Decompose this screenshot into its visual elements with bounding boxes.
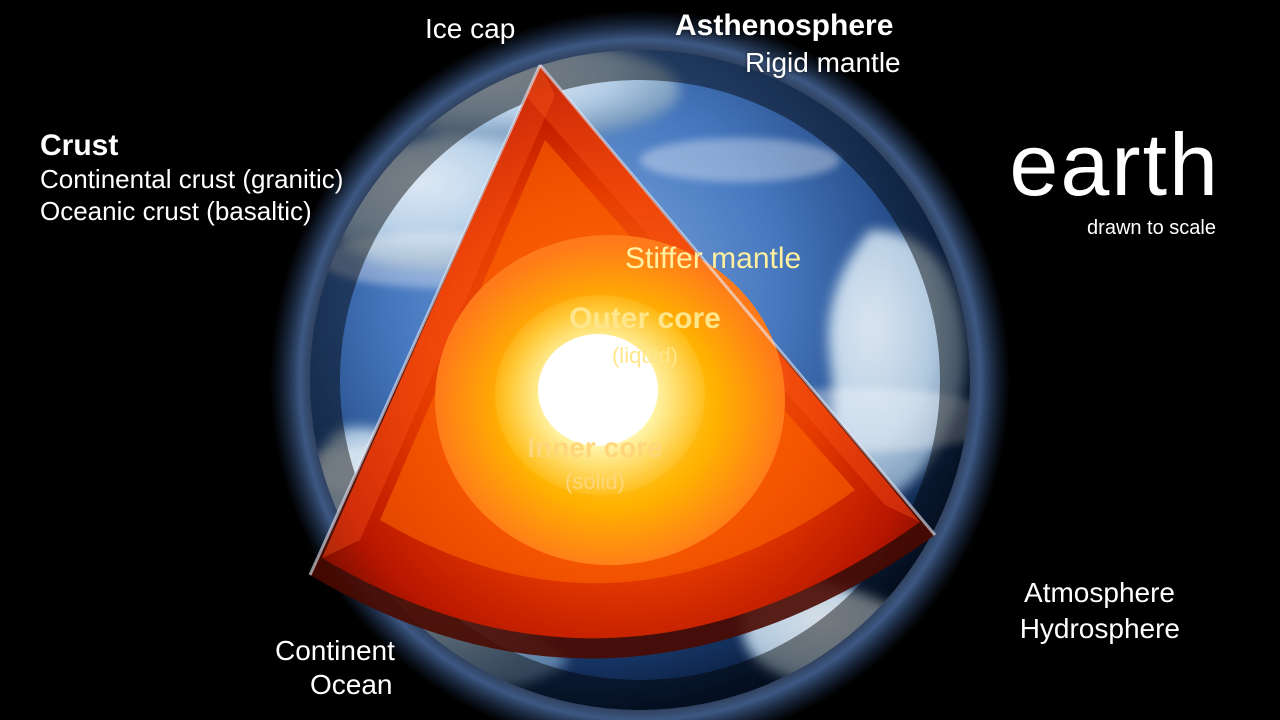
label-ocean: Ocean bbox=[310, 668, 393, 702]
label-outer-core: Outer core (liquid) bbox=[560, 302, 730, 371]
title-subtitle: drawn to scale bbox=[1087, 216, 1216, 240]
label-stiffer-mantle: Stiffer mantle bbox=[625, 242, 801, 277]
label-hydrosphere: Hydrosphere bbox=[1020, 612, 1180, 646]
label-inner-core: Inner core (solid) bbox=[510, 432, 680, 496]
label-inner-core-text: Inner core bbox=[527, 432, 662, 463]
label-outer-core-sub: (liquid) bbox=[612, 343, 678, 368]
label-crust-oceanic: Oceanic crust (basaltic) bbox=[40, 196, 312, 227]
label-outer-core-text: Outer core bbox=[569, 302, 721, 335]
diagram-stage: Ice cap Asthenosphere Rigid mantle Crust… bbox=[0, 0, 1280, 720]
label-crust-heading: Crust bbox=[40, 128, 118, 164]
label-asthenosphere: Asthenosphere bbox=[675, 8, 893, 44]
label-ice-cap: Ice cap bbox=[425, 12, 515, 46]
label-continent: Continent bbox=[275, 634, 395, 668]
title-earth: earth bbox=[1009, 112, 1220, 218]
label-inner-core-sub: (solid) bbox=[565, 469, 625, 494]
label-rigid-mantle: Rigid mantle bbox=[745, 46, 901, 80]
label-atmosphere: Atmosphere bbox=[1024, 576, 1175, 610]
label-crust-continental: Continental crust (granitic) bbox=[40, 164, 343, 195]
